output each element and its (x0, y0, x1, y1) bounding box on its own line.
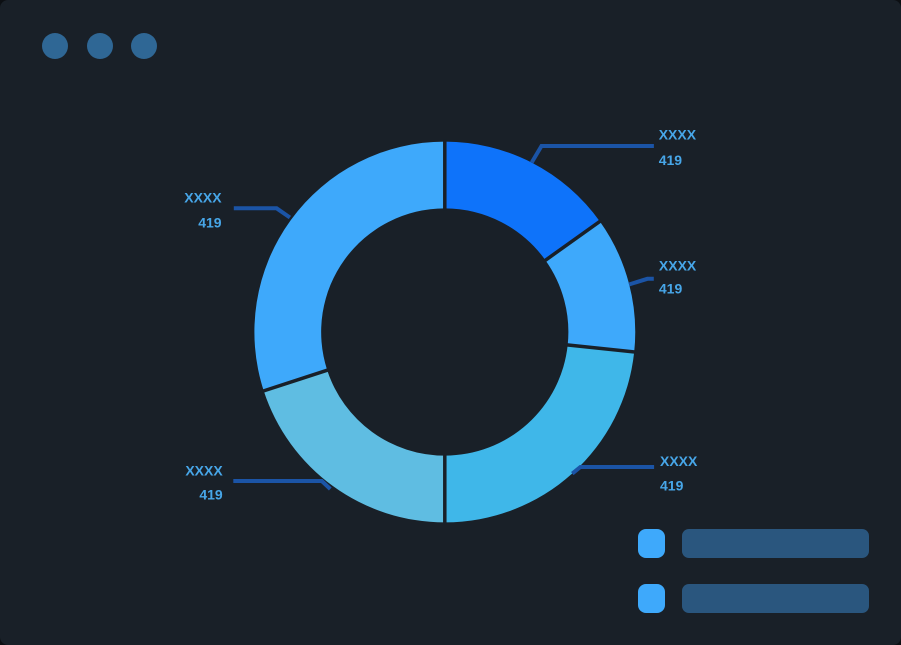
svg-text:419: 419 (659, 281, 683, 297)
svg-text:XXXX: XXXX (659, 257, 697, 273)
svg-text:XXXX: XXXX (659, 126, 697, 142)
svg-text:419: 419 (659, 152, 683, 168)
svg-text:419: 419 (199, 487, 223, 503)
svg-text:XXXX: XXXX (660, 453, 698, 469)
svg-text:XXXX: XXXX (185, 462, 223, 478)
svg-text:419: 419 (198, 214, 222, 230)
svg-text:XXXX: XXXX (184, 190, 222, 206)
svg-text:419: 419 (660, 478, 684, 494)
